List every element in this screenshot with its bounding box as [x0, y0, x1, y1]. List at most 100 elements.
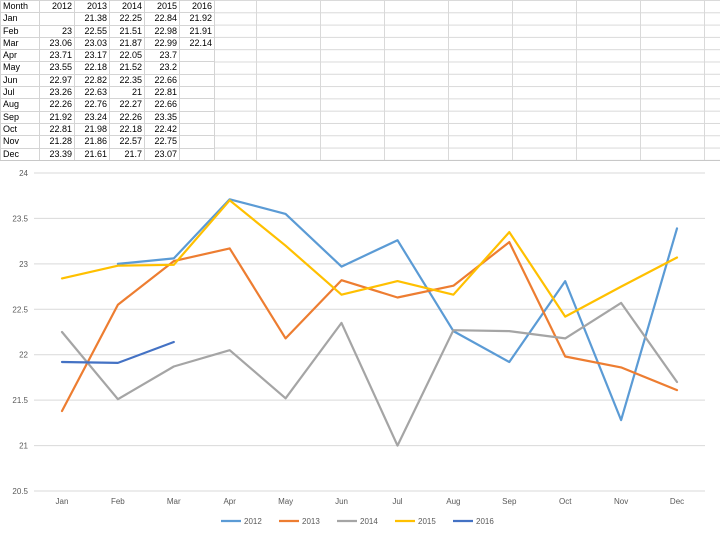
value-cell[interactable]: 22.35	[109, 73, 145, 88]
series-line-2016[interactable]	[60, 340, 175, 364]
value-cell[interactable]: 22.75	[144, 135, 180, 149]
header-year-cell[interactable]: 2015	[144, 0, 180, 14]
x-tick-label: Jun	[335, 497, 348, 506]
value-cell[interactable]	[179, 147, 215, 161]
value-cell[interactable]: 22.25	[109, 12, 145, 26]
value-cell[interactable]: 22.57	[109, 135, 145, 149]
x-tick-label: Mar	[167, 497, 181, 506]
month-cell[interactable]: Jul	[0, 86, 40, 100]
series-line-2015[interactable]	[60, 199, 679, 318]
value-cell[interactable]: 21.51	[109, 24, 145, 38]
y-tick-label: 22	[19, 351, 28, 360]
value-cell[interactable]	[179, 73, 215, 88]
value-cell[interactable]: 22.81	[144, 86, 180, 100]
value-cell[interactable]: 22.98	[144, 24, 180, 38]
value-cell[interactable]: 23.39	[39, 147, 75, 161]
value-cell[interactable]: 23.55	[39, 61, 75, 75]
value-cell[interactable]: 23	[39, 24, 75, 38]
value-cell[interactable]	[39, 12, 75, 26]
value-cell[interactable]: 22.26	[39, 98, 75, 112]
value-cell[interactable]: 22.26	[109, 110, 145, 124]
value-cell[interactable]: 21	[109, 86, 145, 100]
header-year-cell[interactable]: 2014	[109, 0, 145, 14]
data-table: Month 2012 2013 2014 2015 2016 Jan 21.38 22.25 22…	[0, 0, 215, 161]
month-cell[interactable]: Feb	[0, 24, 40, 38]
month-cell[interactable]: Sep	[0, 110, 40, 124]
month-cell[interactable]: Aug	[0, 98, 40, 112]
legend-label[interactable]: 2014	[360, 517, 378, 526]
header-month-cell[interactable]: Month	[0, 0, 40, 14]
value-cell[interactable]: 22.82	[74, 73, 110, 88]
value-cell[interactable]: 23.7	[144, 49, 180, 63]
value-cell[interactable]: 21.91	[179, 24, 215, 38]
header-year-cell[interactable]: 2013	[74, 0, 110, 14]
value-cell[interactable]	[179, 86, 215, 100]
value-cell[interactable]: 23.06	[39, 36, 75, 51]
value-cell[interactable]: 22.66	[144, 73, 180, 88]
value-cell[interactable]: 22.18	[74, 61, 110, 75]
value-cell[interactable]	[179, 49, 215, 63]
value-cell[interactable]: 21.86	[74, 135, 110, 149]
value-cell[interactable]: 22.14	[179, 36, 215, 51]
month-cell[interactable]: May	[0, 61, 40, 75]
value-cell[interactable]: 21.92	[179, 12, 215, 26]
legend-label[interactable]: 2013	[302, 517, 320, 526]
value-cell[interactable]: 21.7	[109, 147, 145, 161]
series-line-2014[interactable]	[60, 301, 679, 447]
value-cell[interactable]: 21.61	[74, 147, 110, 161]
value-cell[interactable]: 22.05	[109, 49, 145, 63]
x-tick-label: Aug	[446, 497, 460, 506]
value-cell[interactable]: 22.18	[109, 122, 145, 137]
x-tick-label: Dec	[670, 497, 684, 506]
value-cell[interactable]: 23.71	[39, 49, 75, 63]
legend-label[interactable]: 2016	[476, 517, 494, 526]
value-cell[interactable]: 23.35	[144, 110, 180, 124]
table-row: Jan 21.38 22.25 22.84 21.92	[0, 12, 215, 26]
value-cell[interactable]: 21.92	[39, 110, 75, 124]
month-cell[interactable]: Dec	[0, 147, 40, 161]
line-chart[interactable]: 20.5 21 21.5 22 22.5 23 23.5 24 Jan Feb Mar Apr May J…	[0, 160, 720, 539]
value-cell[interactable]	[179, 98, 215, 112]
value-cell[interactable]: 21.28	[39, 135, 75, 149]
value-cell[interactable]: 22.99	[144, 36, 180, 51]
header-year-cell[interactable]: 2012	[39, 0, 75, 14]
value-cell[interactable]: 23.17	[74, 49, 110, 63]
month-cell[interactable]: Nov	[0, 135, 40, 149]
value-cell[interactable]: 22.81	[39, 122, 75, 137]
value-cell[interactable]: 22.63	[74, 86, 110, 100]
value-cell[interactable]: 21.38	[74, 12, 110, 26]
value-cell[interactable]: 23.24	[74, 110, 110, 124]
x-tick-label: Feb	[111, 497, 125, 506]
month-cell[interactable]: Jun	[0, 73, 40, 88]
value-cell[interactable]: 21.52	[109, 61, 145, 75]
value-cell[interactable]: 22.97	[39, 73, 75, 88]
value-cell[interactable]: 21.98	[74, 122, 110, 137]
value-cell[interactable]	[179, 135, 215, 149]
value-cell[interactable]: 23.03	[74, 36, 110, 51]
month-cell[interactable]: Mar	[0, 36, 40, 51]
month-cell[interactable]: Apr	[0, 49, 40, 63]
table-row: Jul 23.26 22.63 21 22.81	[0, 86, 215, 100]
value-cell[interactable]	[179, 61, 215, 75]
value-cell[interactable]	[179, 122, 215, 137]
value-cell[interactable]: 21.87	[109, 36, 145, 51]
value-cell[interactable]: 23.07	[144, 147, 180, 161]
value-cell[interactable]	[179, 110, 215, 124]
legend-label[interactable]: 2012	[244, 517, 262, 526]
month-cell[interactable]: Oct	[0, 122, 40, 137]
y-tick-label: 20.5	[12, 487, 28, 496]
value-cell[interactable]: 22.42	[144, 122, 180, 137]
month-cell[interactable]: Jan	[0, 12, 40, 26]
chart-canvas: 20.5 21 21.5 22 22.5 23 23.5 24 Jan Feb Mar Apr May J…	[12, 169, 705, 526]
header-year-cell[interactable]: 2016	[179, 0, 215, 14]
value-cell[interactable]: 23.2	[144, 61, 180, 75]
value-cell[interactable]: 23.26	[39, 86, 75, 100]
spreadsheet-grid: Month 2012 2013 2014 2015 2016 Jan 21.38 22.25 22…	[0, 0, 720, 161]
value-cell[interactable]: 22.84	[144, 12, 180, 26]
value-cell[interactable]: 22.66	[144, 98, 180, 112]
value-cell[interactable]: 22.55	[74, 24, 110, 38]
legend-label[interactable]: 2015	[418, 517, 436, 526]
value-cell[interactable]: 22.27	[109, 98, 145, 112]
x-tick-label: Sep	[502, 497, 517, 506]
value-cell[interactable]: 22.76	[74, 98, 110, 112]
